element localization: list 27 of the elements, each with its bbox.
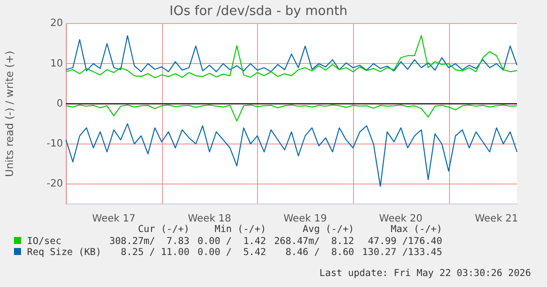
y-tick-label: -20 bbox=[46, 178, 63, 190]
text: 0.00 / 5.42 bbox=[196, 247, 268, 258]
text: Max (-/+) bbox=[390, 224, 444, 236]
legend-label: Req Size (KB) bbox=[27, 247, 102, 258]
text: Avg (-/+) bbox=[302, 224, 356, 236]
text: 130.27 /133.45 bbox=[361, 247, 444, 258]
text: Cur (-/+) bbox=[136, 224, 190, 236]
x-tick-label: Week 18 bbox=[188, 214, 232, 225]
legend-label: IO/sec bbox=[27, 236, 62, 246]
text: 47.99 /176.40 bbox=[366, 236, 444, 247]
y-axis-title: Units read (-) / write (+) bbox=[4, 50, 16, 177]
text: 8.46 / 8.60 bbox=[284, 247, 356, 258]
y-tick-label: -10 bbox=[46, 138, 63, 150]
text: Last update: Fri May 22 03:30:26 2026 bbox=[319, 268, 531, 279]
text: Min (-/+) bbox=[214, 224, 268, 236]
x-tick-label: Week 20 bbox=[379, 214, 422, 225]
text: 268.47m/ 8.12 bbox=[273, 236, 356, 247]
y-tick-label: 20 bbox=[50, 18, 63, 30]
text: 308.27m/ 7.83 bbox=[108, 236, 190, 247]
x-tick-label: Week 21 bbox=[474, 214, 518, 225]
chart-title: IOs for /dev/sda - by month bbox=[170, 4, 348, 20]
x-tick-label: Week 17 bbox=[92, 214, 136, 225]
text: 0.00 / 1.42 bbox=[196, 236, 268, 247]
y-tick-label: 10 bbox=[50, 58, 63, 70]
y-tick-label: 0 bbox=[56, 98, 63, 110]
text: 8.25 / 11.00 bbox=[120, 247, 190, 258]
x-tick-label: Week 19 bbox=[284, 214, 327, 225]
